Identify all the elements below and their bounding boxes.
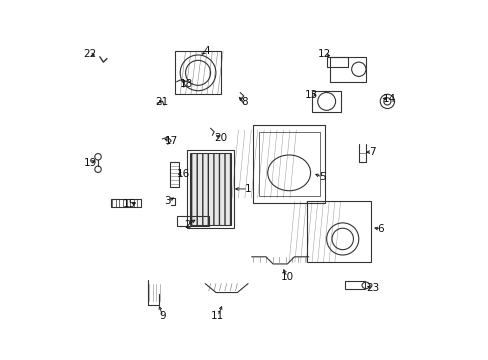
Bar — [110, 199, 141, 207]
Bar — [329, 57, 365, 82]
Text: 9: 9 — [160, 311, 166, 321]
Bar — [187, 150, 233, 228]
Text: 15: 15 — [122, 199, 136, 209]
Text: 20: 20 — [214, 133, 227, 143]
Text: 14: 14 — [382, 94, 395, 104]
Bar — [345, 282, 365, 289]
Text: 4: 4 — [203, 46, 209, 56]
Text: 16: 16 — [176, 168, 189, 179]
Text: 17: 17 — [164, 136, 178, 147]
Text: 23: 23 — [366, 283, 379, 293]
Bar — [190, 153, 231, 225]
Text: 7: 7 — [368, 147, 375, 157]
Bar — [253, 125, 324, 203]
Text: 11: 11 — [211, 311, 224, 321]
Text: 2: 2 — [183, 220, 190, 230]
Bar — [176, 216, 208, 226]
Bar — [326, 57, 347, 67]
Text: 5: 5 — [318, 172, 325, 182]
Text: 13: 13 — [305, 90, 318, 100]
Text: 10: 10 — [280, 272, 293, 282]
Bar — [170, 162, 179, 187]
Text: 12: 12 — [317, 49, 330, 59]
Text: 21: 21 — [155, 97, 168, 107]
Text: 18: 18 — [180, 79, 193, 89]
Text: 8: 8 — [241, 98, 247, 108]
Bar — [175, 51, 221, 94]
Text: 6: 6 — [377, 224, 384, 234]
Text: 19: 19 — [83, 158, 97, 168]
Bar — [258, 132, 319, 196]
Text: 3: 3 — [164, 197, 171, 206]
Text: 22: 22 — [83, 49, 97, 59]
Bar — [312, 91, 340, 112]
Text: 1: 1 — [244, 184, 251, 194]
Bar — [306, 202, 370, 262]
